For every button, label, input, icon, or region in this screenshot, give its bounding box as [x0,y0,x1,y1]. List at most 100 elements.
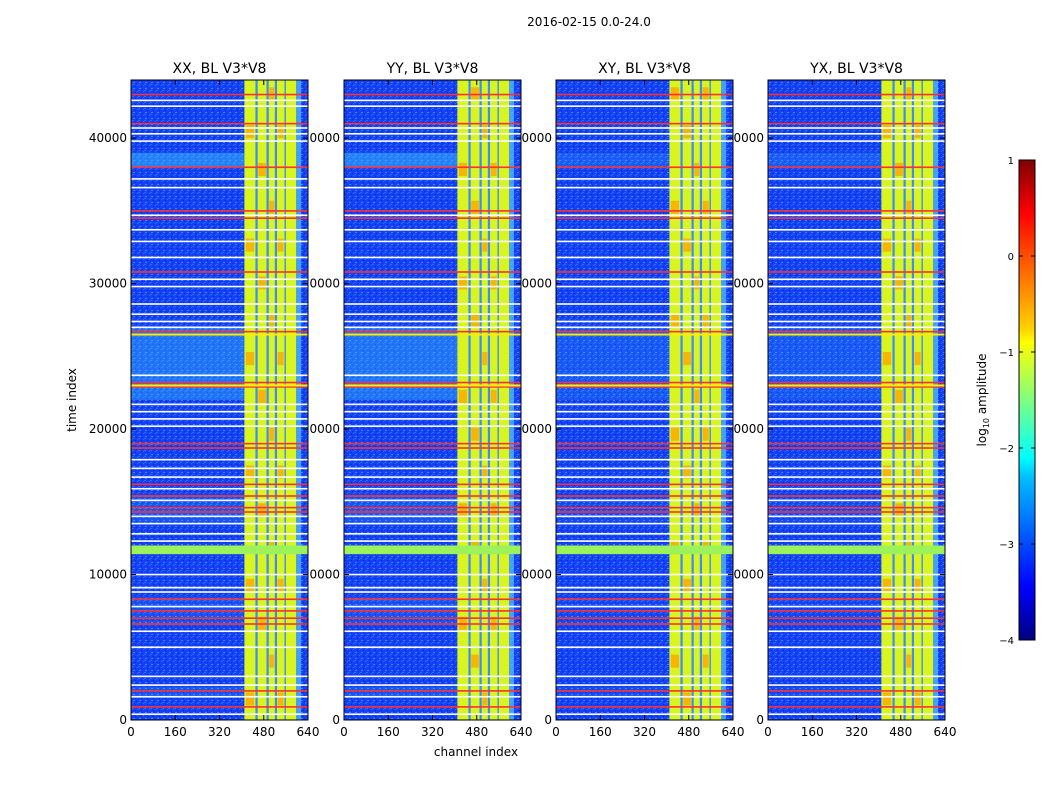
flag-row-white [556,320,733,323]
edge-column [296,80,302,720]
band-patch [258,389,266,403]
flag-row-white [556,522,733,525]
flag-row-white [556,425,733,427]
flag-row-white [344,540,521,542]
flag-row-red [556,495,733,497]
band-patch [882,465,892,479]
flag-row-red [768,442,945,445]
y-tick-label: 0 [332,713,340,727]
flag-row-white [768,127,945,129]
band-patch [482,125,488,139]
band-patch [277,692,284,706]
flag-row-red [131,483,308,486]
flag-row-white [131,515,308,518]
bright-band [881,80,934,720]
band-stripe [255,80,258,720]
band-patch [471,200,479,214]
flag-row-red [131,210,308,212]
flag-row-white [344,410,521,413]
flag-row-red [131,447,308,449]
flag-row-white [131,313,308,315]
band-stripe [699,80,703,720]
flag-row-white [556,240,733,243]
flag-row-white [131,487,308,490]
y-tick-label: 40000 [89,131,127,145]
flag-row-white [768,418,945,420]
panel-title: YY, BL V3*V8 [386,61,479,77]
flag-row-white [131,320,308,323]
flag-row-red [131,495,308,497]
flag-row-white [556,487,733,490]
panel-yy: YY, BL V3*V80 160 320 480 640000000000000000… [309,61,532,739]
flag-row-yellow [768,333,945,336]
flag-row-red [768,166,945,169]
flag-row-white [131,540,308,542]
band-stripe [509,80,510,720]
flag-row-white [556,533,733,535]
flag-row-red [768,506,945,509]
x-tick-label: 0 [127,725,135,739]
flag-row-white [768,467,945,470]
flag-row-red [768,610,945,612]
band-patch [277,352,284,366]
heatmap-region [344,327,458,400]
band-patch [277,125,284,139]
band-patch [245,352,255,366]
flag-row-white [768,515,945,518]
band-patch [694,389,700,403]
colorbar-tick-label: −3 [999,540,1014,551]
band-stripe [903,80,906,720]
band-patch [490,276,497,290]
x-tick-label: 640 [297,725,320,739]
flag-row-red [131,706,308,708]
flag-row-red [131,610,308,612]
y-tick-label: 0000 [733,131,764,145]
flag-row-yellow [131,333,308,336]
flag-row-red [344,511,521,513]
flag-row-red [131,506,308,509]
band-patch [683,125,691,139]
flag-row-white [344,605,521,608]
flag-row-red [768,706,945,708]
y-tick-label: 0000 [521,568,552,582]
flag-row-white [131,403,308,406]
flag-row-red [556,706,733,708]
flag-row-white [768,256,945,259]
flag-row-white [768,326,945,329]
flag-row-yellow [131,384,308,387]
flag-row-red [556,330,733,333]
band-patch [702,200,709,214]
band-stripe [497,80,499,720]
heatmap-region [556,327,670,400]
band-patch [702,427,709,441]
flag-row-white [344,586,521,589]
flag-row-red [344,386,521,388]
flag-row-white [344,178,521,180]
flag-row-white [556,605,733,608]
flag-row-red [556,623,733,625]
x-tick-label: 480 [889,725,912,739]
x-tick-label: 640 [510,725,533,739]
flag-row-white [344,256,521,259]
band-patch [245,578,255,592]
flag-row-white [344,186,521,189]
heatmap-region [344,494,458,524]
flag-row-white [768,105,945,107]
flag-row-red [344,442,521,445]
x-tick-label: 480 [252,725,275,739]
flag-row-white [344,522,521,525]
y-axis-label: time index [65,368,79,432]
flag-row-red [344,93,521,96]
flag-row-white [344,458,521,461]
flag-row-white [556,403,733,406]
flag-row-red [344,690,521,692]
panel-title: XY, BL V3*V8 [598,61,691,77]
flag-row-red [344,166,521,169]
flag-row-white [131,499,308,502]
flag-row-red [131,386,308,388]
flag-row-red [344,598,521,601]
y-tick-label: 0000 [521,131,552,145]
flag-row-white [768,533,945,535]
flag-row-red [344,623,521,625]
band-stripe [691,80,694,720]
